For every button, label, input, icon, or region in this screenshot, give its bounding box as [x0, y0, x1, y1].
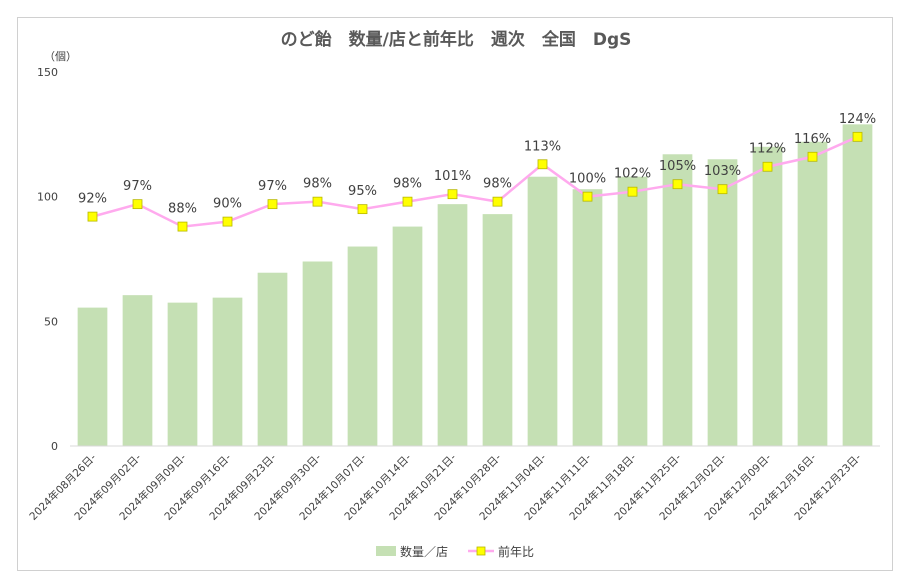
- chart-title: のど飴 数量/店と前年比 週次 全国 DgS: [281, 29, 632, 50]
- bar: [167, 302, 198, 446]
- ratio-marker: [357, 204, 368, 215]
- bar-series: [77, 124, 873, 447]
- ratio-line: [92, 135, 859, 228]
- ratio-data-label: 100%: [569, 172, 606, 187]
- legend-swatch-marker: [476, 546, 486, 556]
- ratio-marker: [537, 159, 548, 170]
- bar: [257, 272, 288, 446]
- bar: [752, 146, 783, 447]
- ratio-data-label: 102%: [614, 167, 651, 182]
- y-tick-label: 50: [44, 315, 58, 328]
- ratio-marker: [807, 151, 818, 162]
- ratio-data-label: 97%: [258, 179, 287, 194]
- x-axis: 2024年08月26日-2024年09月02日-2024年09月09日-2024…: [27, 451, 864, 523]
- ratio-data-label: 105%: [659, 159, 696, 174]
- ratio-marker: [87, 211, 98, 222]
- y-axis-label: （個）: [44, 50, 77, 63]
- ratio-marker: [672, 179, 683, 190]
- bar: [797, 141, 828, 446]
- ratio-marker: [222, 216, 233, 227]
- bar: [212, 297, 243, 446]
- ratio-data-label: 88%: [168, 202, 197, 217]
- ratio-data-label: 103%: [704, 164, 741, 179]
- ratio-marker: [582, 191, 593, 202]
- y-tick-label: 150: [37, 66, 58, 79]
- bar: [482, 214, 513, 446]
- y-axis: 0 50 100 150: [37, 66, 58, 453]
- bar: [437, 204, 468, 446]
- bar: [617, 176, 648, 446]
- ratio-line-series: 92% 97% 88% 90% 97% 98% 95% 98% 101% 98% 113% 100% 1…: [78, 112, 876, 232]
- ratio-data-label: 113%: [524, 139, 561, 154]
- bar: [527, 176, 558, 446]
- ratio-data-label: 98%: [303, 177, 332, 192]
- ratio-data-label: 95%: [348, 184, 377, 199]
- ratio-marker: [492, 196, 503, 207]
- ratio-marker: [312, 196, 323, 207]
- ratio-marker: [132, 199, 143, 210]
- ratio-marker: [447, 189, 458, 200]
- legend-swatch-bar: [376, 546, 396, 556]
- y-tick-label: 100: [37, 191, 58, 204]
- legend: 数量／店 前年比: [376, 544, 534, 559]
- ratio-data-label: 101%: [434, 169, 471, 184]
- ratio-marker: [267, 199, 278, 210]
- ratio-data-label: 112%: [749, 142, 786, 157]
- ratio-data-label: 90%: [213, 197, 242, 212]
- bar: [347, 246, 378, 446]
- bar: [572, 189, 603, 447]
- bar: [77, 307, 108, 446]
- ratio-marker: [852, 131, 863, 142]
- bar: [662, 154, 693, 446]
- bar: [842, 124, 873, 447]
- ratio-marker: [177, 221, 188, 232]
- bar: [392, 226, 423, 446]
- bar: [122, 295, 153, 446]
- ratio-marker: [717, 184, 728, 195]
- ratio-marker: [402, 196, 413, 207]
- bar: [302, 261, 333, 446]
- ratio-marker: [627, 186, 638, 197]
- bar: [707, 159, 738, 446]
- y-tick-label: 0: [51, 440, 58, 453]
- ratio-data-label: 97%: [123, 179, 152, 194]
- ratio-data-label: 92%: [78, 192, 107, 207]
- legend-label-line: 前年比: [498, 544, 534, 559]
- ratio-data-label: 98%: [483, 177, 512, 192]
- ratio-data-label: 98%: [393, 177, 422, 192]
- ratio-data-label: 124%: [839, 112, 876, 127]
- ratio-data-label: 116%: [794, 132, 831, 147]
- ratio-marker: [762, 161, 773, 172]
- legend-label-bar: 数量／店: [400, 544, 448, 559]
